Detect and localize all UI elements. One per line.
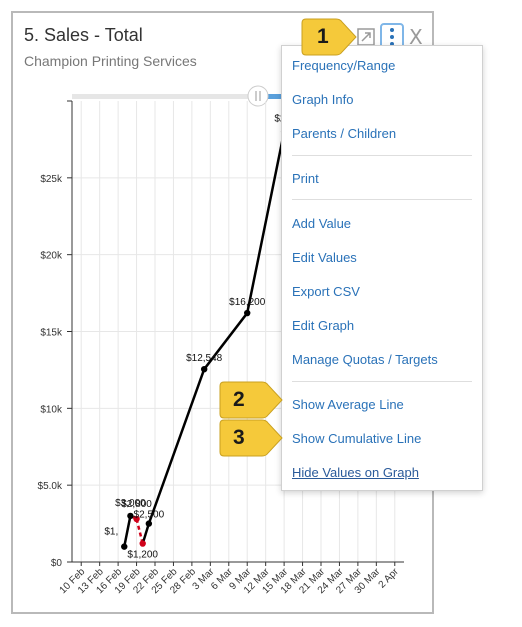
- callout-shape: [301, 18, 357, 56]
- range-slider-track: [72, 94, 402, 99]
- callout-1: 1: [298, 17, 358, 57]
- menu-item-hide-values-on-graph[interactable]: Hide Values on Graph: [292, 465, 419, 480]
- y-tick-label: $10k: [40, 404, 63, 415]
- data-label: $2,800: [121, 499, 152, 510]
- menu-divider: [292, 381, 472, 382]
- data-point: [145, 520, 153, 527]
- y-tick-label: $20k: [40, 251, 63, 262]
- card-title: 5. Sales - Total: [24, 25, 143, 45]
- series-segment: [141, 523, 151, 544]
- menu-item-print[interactable]: Print: [292, 171, 319, 186]
- menu-item-export-csv[interactable]: Export CSV: [292, 284, 360, 299]
- menu-item-frequency-range[interactable]: Frequency/Range: [292, 58, 396, 73]
- menu-item-parents-children[interactable]: Parents / Children: [292, 126, 397, 141]
- menu-item-add-value[interactable]: Add Value: [292, 216, 352, 231]
- series-segment: [123, 515, 132, 547]
- more-vertical-icon: [390, 28, 394, 32]
- data-label: $1,200: [127, 550, 158, 561]
- callout-2: 2: [216, 380, 284, 420]
- series-segment: [203, 312, 249, 370]
- callout-number: 1: [317, 25, 329, 48]
- data-point: [127, 512, 134, 520]
- close-icon[interactable]: X: [409, 25, 423, 49]
- card-subtitle: Champion Printing Services: [24, 53, 197, 69]
- menu-item-show-average-line[interactable]: Show Average Line: [292, 397, 404, 412]
- callout-3: 3: [216, 418, 284, 458]
- y-tick-label: $5.0k: [38, 481, 63, 492]
- y-tick-label: $25k: [40, 174, 63, 185]
- series-segment: [135, 518, 144, 544]
- callout-number: 2: [233, 388, 245, 411]
- callout-shape: [219, 419, 283, 457]
- menu-divider: [292, 155, 472, 156]
- data-label: $3,000: [115, 498, 146, 509]
- options-menu: Frequency/Range Graph Info Parents / Chi…: [281, 45, 483, 491]
- menu-divider: [292, 199, 472, 200]
- menu-item-manage-quotas-targets[interactable]: Manage Quotas / Targets: [292, 352, 438, 367]
- menu-item-graph-info[interactable]: Graph Info: [292, 92, 354, 107]
- y-tick-label: $0: [51, 558, 63, 569]
- data-label: $2,500: [134, 510, 165, 521]
- data-point: [133, 515, 140, 523]
- callout-number: 3: [233, 426, 245, 449]
- series-segment: [147, 368, 206, 525]
- range-slider-handle: [247, 85, 269, 107]
- data-point: [139, 540, 146, 547]
- data-label: $1,: [104, 527, 118, 538]
- data-point: [200, 365, 208, 373]
- y-tick-label: $15k: [40, 328, 63, 339]
- menu-item-edit-graph[interactable]: Edit Graph: [292, 318, 355, 333]
- data-label: $12,548: [186, 353, 223, 364]
- data-point: [244, 309, 251, 317]
- x-tick-label: 2 Apr: [377, 566, 402, 591]
- series-segment: [245, 131, 286, 314]
- data-label: $16,200: [229, 297, 266, 308]
- data-point: [121, 543, 128, 550]
- menu-item-edit-values[interactable]: Edit Values: [292, 250, 357, 265]
- callout-shape: [219, 381, 283, 419]
- menu-item-show-cumulative-line[interactable]: Show Cumulative Line: [292, 431, 422, 446]
- range-slider-selection: [258, 94, 286, 99]
